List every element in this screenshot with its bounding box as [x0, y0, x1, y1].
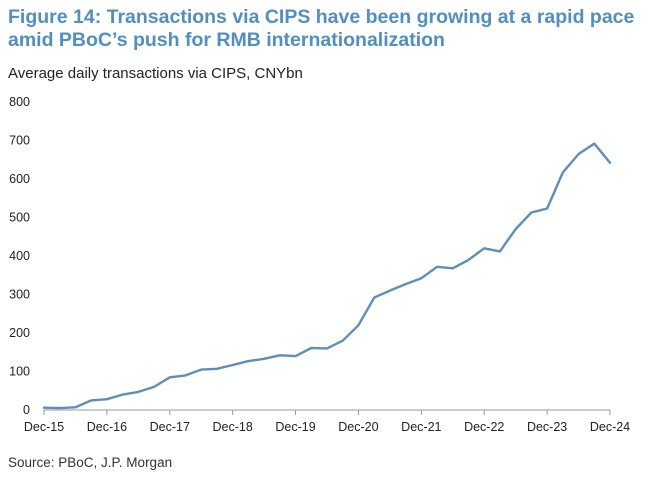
- y-tick-label: 700: [9, 134, 30, 148]
- x-tick-label: Dec-15: [24, 420, 64, 434]
- x-tick-label: Dec-24: [590, 420, 630, 434]
- x-tick-label: Dec-18: [213, 420, 253, 434]
- y-tick-label: 500: [9, 211, 30, 225]
- series-layer: [42, 142, 612, 410]
- source-note: Source: PBoC, J.P. Morgan: [8, 455, 173, 470]
- y-tick-label: 300: [9, 288, 30, 302]
- y-tick-label: 800: [9, 95, 30, 109]
- y-tick-label: 200: [9, 326, 30, 340]
- x-tick-label: Dec-17: [150, 420, 190, 434]
- y-tick-label: 600: [9, 172, 30, 186]
- x-tick-label: Dec-23: [527, 420, 567, 434]
- chart-title: Figure 14: Transactions via CIPS have be…: [8, 6, 635, 51]
- y-tick-label: 0: [23, 403, 30, 417]
- x-tick-label: Dec-20: [338, 420, 378, 434]
- y-tick-label: 100: [9, 365, 30, 379]
- x-tick-label: Dec-19: [275, 420, 315, 434]
- x-tick-label: Dec-22: [464, 420, 504, 434]
- chart-subtitle: Average daily transactions via CIPS, CNY…: [8, 65, 303, 82]
- x-tick-label: Dec-16: [87, 420, 127, 434]
- y-tick-label: 400: [9, 249, 30, 263]
- x-axis: Dec-15 Dec-16 Dec-17 Dec-18 Dec-19 Dec-20 Dec-…: [24, 409, 630, 434]
- x-tick-label: Dec-21: [401, 420, 441, 434]
- y-axis: 0 100 200 300 400 500 600 700 800: [9, 95, 30, 417]
- series-line: [42, 142, 612, 410]
